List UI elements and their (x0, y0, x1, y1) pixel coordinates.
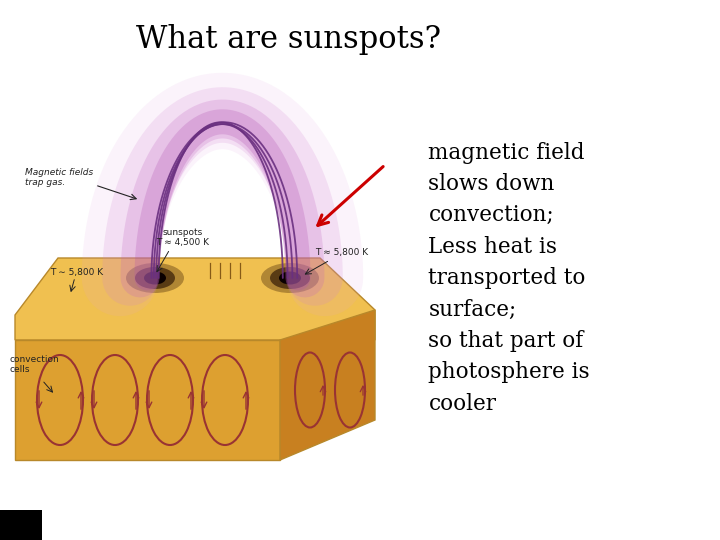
Text: T ≈ 5,800 K: T ≈ 5,800 K (315, 248, 368, 257)
Ellipse shape (279, 272, 301, 285)
Polygon shape (15, 340, 280, 460)
Ellipse shape (270, 267, 310, 289)
Text: magnetic field
slows down
convection;
Less heat is
transported to
surface;
so th: magnetic field slows down convection; Le… (428, 141, 590, 415)
Polygon shape (280, 310, 375, 460)
Text: sunspots
T ≈ 4,500 K: sunspots T ≈ 4,500 K (156, 227, 210, 247)
Ellipse shape (261, 263, 319, 293)
Text: Magnetic fields
trap gas.: Magnetic fields trap gas. (25, 168, 94, 187)
Bar (0, 510, 42, 540)
Ellipse shape (144, 272, 166, 285)
Ellipse shape (135, 267, 175, 289)
Text: T ∼ 5,800 K: T ∼ 5,800 K (50, 268, 103, 277)
Text: What are sunspots?: What are sunspots? (135, 24, 441, 55)
Ellipse shape (126, 263, 184, 293)
Text: convection
cells: convection cells (10, 355, 60, 374)
Polygon shape (15, 258, 375, 340)
